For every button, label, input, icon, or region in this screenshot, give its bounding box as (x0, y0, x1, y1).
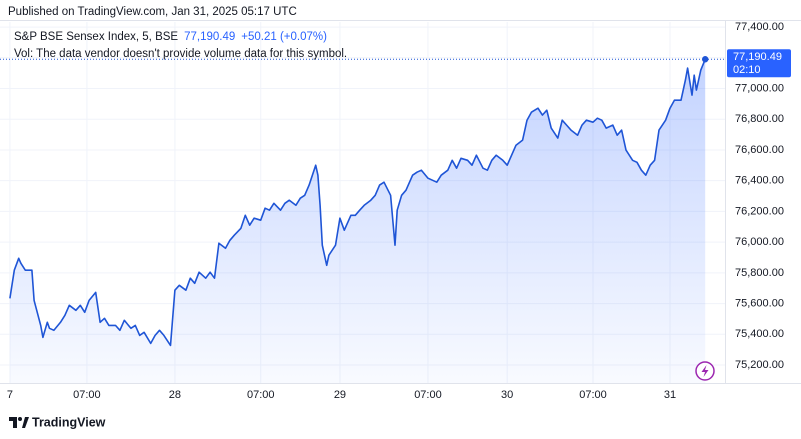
brand: TradingView (32, 415, 106, 429)
y-tick-label: 75,200.00 (735, 359, 784, 371)
y-tick-label: 76,400.00 (735, 175, 784, 187)
y-tick-label: 75,600.00 (735, 297, 784, 309)
line (9, 58, 706, 347)
x-tick-label: 07:00 (579, 389, 607, 401)
last-value: 77,190.49 (184, 31, 235, 43)
x-tick-label: 31 (664, 389, 676, 401)
y-tick-label: 75,800.00 (735, 267, 784, 279)
price-tag-value: 77,190.49 (733, 51, 782, 63)
logo-dot (18, 417, 22, 421)
x-tick-label: 7 (7, 389, 13, 401)
price-tag-countdown: 02:10 (733, 64, 761, 76)
last-point (701, 56, 709, 63)
area (9, 59, 706, 384)
y-tick-label: 76,200.00 (735, 205, 784, 217)
y-tick-label: 76,000.00 (735, 236, 784, 248)
x-tick-label: 29 (334, 389, 346, 401)
logo: TradingView (9, 415, 106, 429)
volume-note: Vol: The data vendor doesn't provide vol… (14, 48, 347, 60)
change: +50.21 (+0.07%) (241, 31, 327, 43)
logo-shape (22, 417, 29, 428)
y-tick-label: 76,800.00 (735, 113, 784, 125)
x-tick-label: 07:00 (73, 389, 101, 401)
symbol-title: S&P BSE Sensex Index, 5, BSE (14, 31, 178, 43)
x-tick-label: 07:00 (414, 389, 442, 401)
y-tick-label: 77,000.00 (735, 82, 784, 94)
logo-shape (9, 417, 17, 428)
price-tag (727, 49, 791, 78)
x-tick-label: 28 (169, 389, 181, 401)
y-tick-label: 75,400.00 (735, 328, 784, 340)
y-tick-label: 77,400.00 (735, 21, 784, 33)
y-tick-label: 76,600.00 (735, 144, 784, 156)
alert-bolt (701, 365, 709, 377)
plot (0, 56, 725, 384)
alert-icon[interactable] (695, 361, 715, 381)
x-tick-label: 07:00 (247, 389, 275, 401)
x-tick-label: 30 (501, 389, 513, 401)
published-note: Published on TradingView.com, Jan 31, 20… (8, 6, 297, 18)
axes: 75,200.00 75,400.00 75,600.00 75,800.00 76,0… (7, 21, 791, 401)
